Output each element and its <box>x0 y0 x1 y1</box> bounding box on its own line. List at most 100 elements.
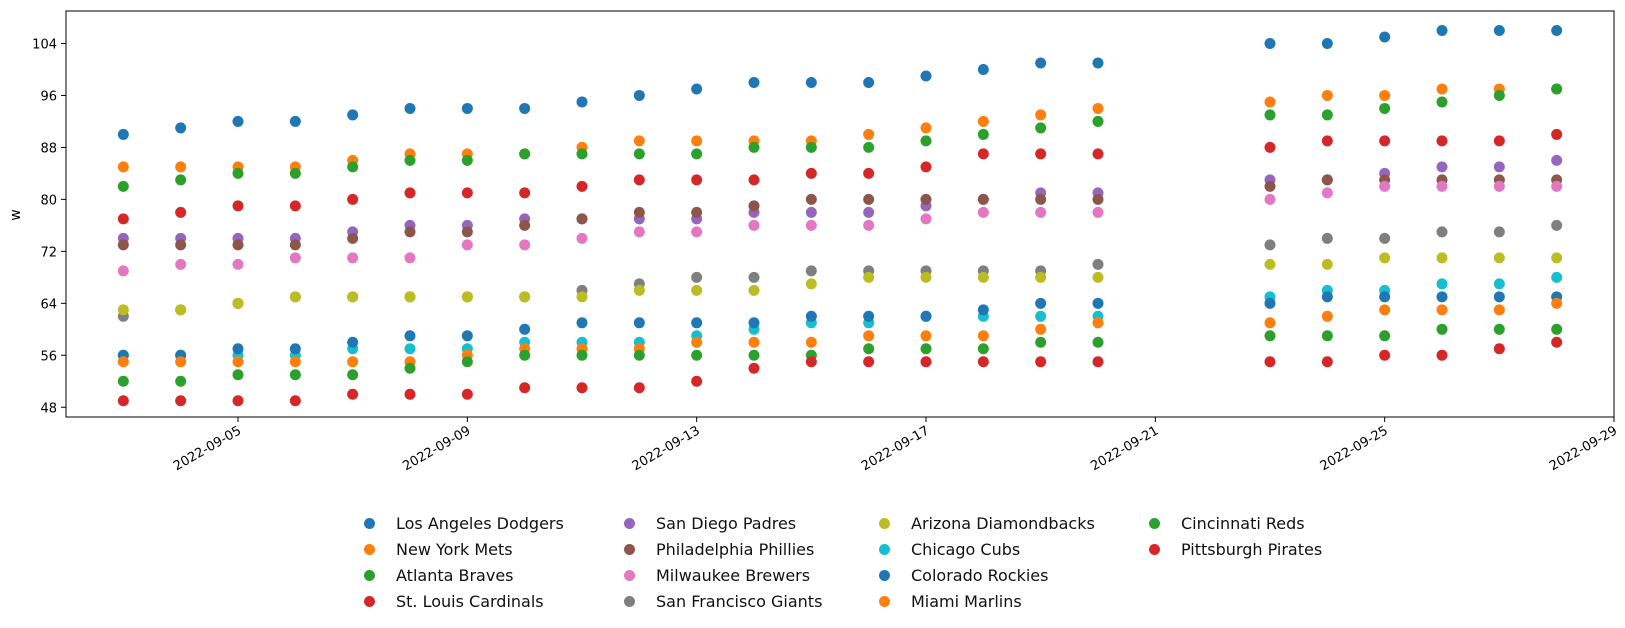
data-point <box>519 102 531 114</box>
legend-label: Philadelphia Phillies <box>656 539 815 559</box>
data-point <box>117 180 129 192</box>
data-point <box>404 388 416 400</box>
data-point <box>1493 323 1505 335</box>
data-point <box>1436 226 1448 238</box>
series-atlanta-braves <box>117 83 1563 192</box>
data-point <box>1092 297 1104 309</box>
data-point <box>461 330 473 342</box>
data-point <box>117 304 129 316</box>
x-axis: 2022-09-05 2022-09-09 2022-09-13 2022-09-17… <box>171 417 1620 474</box>
data-point <box>1493 343 1505 355</box>
series-cincinnati-reds <box>117 323 1563 387</box>
data-point <box>1092 115 1104 127</box>
data-point <box>1092 148 1104 160</box>
data-point <box>1035 57 1047 69</box>
data-point <box>1379 304 1391 316</box>
data-point <box>289 369 301 381</box>
data-point <box>461 356 473 368</box>
data-point <box>1092 271 1104 283</box>
data-point <box>1264 109 1276 121</box>
data-point <box>977 330 989 342</box>
data-point <box>519 323 531 335</box>
data-point <box>347 109 359 121</box>
data-point <box>117 128 129 140</box>
legend-label: Chicago Cubs <box>911 539 1021 559</box>
data-point <box>691 174 703 186</box>
data-point <box>1551 154 1563 166</box>
series-miami-marlins <box>117 297 1563 368</box>
data-point <box>920 330 932 342</box>
legend-marker-icon <box>364 569 375 581</box>
data-point <box>461 102 473 114</box>
legend-item: Miami Marlins <box>870 588 1140 614</box>
data-point <box>1493 135 1505 147</box>
x-tick-label: 2022-09-21 <box>1088 423 1161 474</box>
data-point <box>1493 252 1505 264</box>
data-point <box>232 343 244 355</box>
data-point <box>576 382 588 394</box>
data-point <box>347 356 359 368</box>
data-point <box>1436 323 1448 335</box>
data-point <box>1493 161 1505 173</box>
y-tick-label: 96 <box>40 89 57 104</box>
series-los-angeles-dodgers <box>117 24 1563 140</box>
data-point <box>519 239 531 251</box>
data-point <box>1035 323 1047 335</box>
legend-item: Milwaukee Brewers <box>615 562 870 588</box>
legend-label: Miami Marlins <box>911 591 1022 611</box>
data-point <box>1551 180 1563 192</box>
data-point <box>175 304 187 316</box>
y-tick-label: 104 <box>32 37 57 52</box>
data-point <box>977 271 989 283</box>
data-point <box>1321 109 1333 121</box>
data-point <box>691 206 703 218</box>
data-point <box>863 310 875 322</box>
legend-label: Cincinnati Reds <box>1181 513 1305 533</box>
data-point <box>1092 336 1104 348</box>
data-point <box>1436 349 1448 361</box>
series-san-diego-padres <box>117 154 1563 244</box>
legend-label: Milwaukee Brewers <box>656 565 811 585</box>
data-point <box>1321 310 1333 322</box>
data-point <box>1436 278 1448 290</box>
data-point <box>1551 297 1563 309</box>
data-point <box>748 219 760 231</box>
data-point <box>1551 336 1563 348</box>
data-point <box>863 76 875 88</box>
data-point <box>1264 356 1276 368</box>
legend-marker-icon <box>879 517 890 529</box>
legend-item: Pittsburgh Pirates <box>1140 536 1340 562</box>
data-point <box>920 122 932 134</box>
data-point <box>1035 206 1047 218</box>
legend-label: San Diego Padres <box>656 513 797 533</box>
data-point <box>576 317 588 329</box>
series-san-francisco-giants <box>117 219 1563 322</box>
data-point <box>1493 226 1505 238</box>
data-point <box>1264 37 1276 49</box>
data-point <box>117 375 129 387</box>
data-point <box>1379 180 1391 192</box>
data-point <box>1551 219 1563 231</box>
legend-item: San Diego Padres <box>615 510 870 536</box>
data-point <box>1035 310 1047 322</box>
data-point <box>1493 291 1505 303</box>
data-point <box>1379 252 1391 264</box>
data-point <box>1092 356 1104 368</box>
data-point <box>404 343 416 355</box>
data-point <box>1264 96 1276 108</box>
data-point <box>1551 128 1563 140</box>
data-point <box>920 161 932 173</box>
data-point <box>347 369 359 381</box>
data-point <box>1321 174 1333 186</box>
data-point <box>1035 356 1047 368</box>
data-point <box>920 356 932 368</box>
data-point <box>1321 135 1333 147</box>
data-point <box>805 310 817 322</box>
data-point <box>289 167 301 179</box>
data-point <box>805 167 817 179</box>
data-point <box>691 83 703 95</box>
data-point <box>920 213 932 225</box>
data-point <box>1035 109 1047 121</box>
legend-marker-icon <box>1149 517 1160 529</box>
